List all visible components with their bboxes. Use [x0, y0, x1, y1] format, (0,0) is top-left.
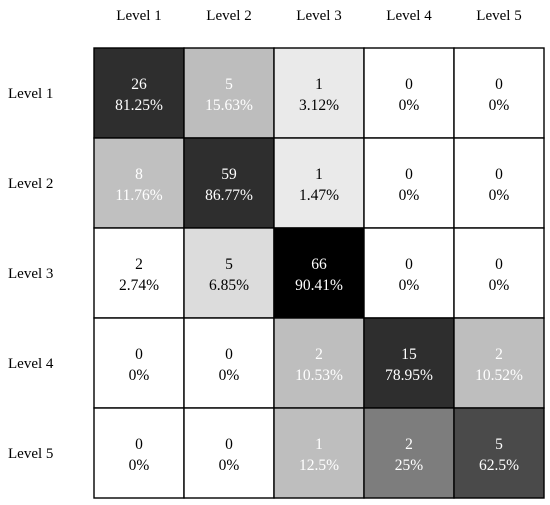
cell-count-label: 5	[225, 256, 233, 273]
matrix-cell	[273, 137, 365, 229]
cell-count-label: 0	[225, 346, 233, 363]
cell-count-label: 0	[495, 166, 503, 183]
row-label: Level 2	[8, 176, 53, 192]
matrix-cell	[93, 227, 185, 319]
matrix-cell	[453, 137, 545, 229]
cell-count-label: 0	[405, 166, 413, 183]
cell-count-label: 15	[401, 346, 417, 363]
cell-percent-label: 0%	[489, 187, 510, 204]
cell-count-label: 0	[405, 256, 413, 273]
cell-count-label: 2	[405, 436, 413, 453]
matrix-cell	[363, 137, 455, 229]
cell-percent-label: 0%	[489, 97, 510, 114]
cell-percent-label: 0%	[129, 457, 150, 474]
cell-count-label: 5	[225, 76, 233, 93]
cell-percent-label: 0%	[219, 457, 240, 474]
cell-count-label: 2	[315, 346, 323, 363]
cell-count-label: 1	[315, 436, 323, 453]
cell-count-label: 0	[495, 256, 503, 273]
cell-count-label: 1	[315, 166, 323, 183]
cell-percent-label: 78.95%	[385, 367, 433, 384]
cell-percent-label: 25%	[395, 457, 424, 474]
cell-count-label: 0	[225, 436, 233, 453]
cell-percent-label: 86.77%	[205, 187, 253, 204]
cell-percent-label: 10.52%	[475, 367, 523, 384]
cell-percent-label: 0%	[399, 97, 420, 114]
column-label: Level 4	[386, 8, 432, 24]
cell-count-label: 0	[135, 436, 143, 453]
cell-percent-label: 0%	[399, 277, 420, 294]
row-label: Level 4	[8, 356, 54, 372]
cell-count-label: 26	[131, 76, 147, 93]
matrix-cell	[183, 407, 275, 499]
cell-percent-label: 90.41%	[295, 277, 343, 294]
matrix-cell	[273, 317, 365, 409]
matrix-cell	[93, 137, 185, 229]
column-labels: Level 1 Level 2 Level 3 Level 4 Level 5	[116, 8, 521, 24]
cell-percent-label: 12.5%	[299, 457, 339, 474]
matrix-cell	[273, 227, 365, 319]
cell-percent-label: 10.53%	[295, 367, 343, 384]
cell-percent-label: 6.85%	[209, 277, 249, 294]
cell-percent-label: 0%	[129, 367, 150, 384]
cell-percent-label: 2.74%	[119, 277, 159, 294]
column-label: Level 2	[206, 8, 251, 24]
column-label: Level 1	[116, 8, 161, 24]
matrix-cell	[183, 317, 275, 409]
column-label: Level 5	[476, 8, 521, 24]
matrix-cell	[273, 407, 365, 499]
cell-percent-label: 62.5%	[479, 457, 519, 474]
cell-percent-label: 81.25%	[115, 97, 163, 114]
matrix-cells: 26 81.25% 5 15.63% 1 3.12% 0 0% 0 0% 8 11.76% 59 86.7…	[93, 47, 545, 499]
matrix-cell	[363, 47, 455, 139]
cell-count-label: 59	[221, 166, 237, 183]
row-label: Level 1	[8, 86, 53, 102]
matrix-cell	[453, 227, 545, 319]
matrix-cell	[93, 47, 185, 139]
matrix-cell	[93, 317, 185, 409]
matrix-cell	[363, 317, 455, 409]
matrix-cell	[453, 407, 545, 499]
cell-percent-label: 3.12%	[299, 97, 339, 114]
matrix-cell	[363, 227, 455, 319]
matrix-cell	[93, 407, 185, 499]
cell-percent-label: 11.76%	[115, 187, 162, 204]
cell-percent-label: 15.63%	[205, 97, 253, 114]
row-labels: Level 1 Level 2 Level 3 Level 4 Level 5	[8, 86, 54, 462]
matrix-cell	[273, 47, 365, 139]
cell-count-label: 0	[135, 346, 143, 363]
cell-count-label: 1	[315, 76, 323, 93]
matrix-cell	[453, 47, 545, 139]
matrix-cell	[453, 317, 545, 409]
cell-count-label: 66	[311, 256, 327, 273]
cell-count-label: 0	[495, 76, 503, 93]
row-label: Level 5	[8, 446, 53, 462]
cell-count-label: 2	[135, 256, 143, 273]
matrix-cell	[183, 227, 275, 319]
row-label: Level 3	[8, 266, 53, 282]
cell-count-label: 5	[495, 436, 503, 453]
cell-count-label: 8	[135, 166, 143, 183]
matrix-cell	[183, 47, 275, 139]
column-label: Level 3	[296, 8, 341, 24]
cell-percent-label: 1.47%	[299, 187, 339, 204]
cell-percent-label: 0%	[399, 187, 420, 204]
matrix-cell	[183, 137, 275, 229]
cell-percent-label: 0%	[219, 367, 240, 384]
cell-count-label: 0	[405, 76, 413, 93]
matrix-cell	[363, 407, 455, 499]
cell-count-label: 2	[495, 346, 503, 363]
cell-percent-label: 0%	[489, 277, 510, 294]
